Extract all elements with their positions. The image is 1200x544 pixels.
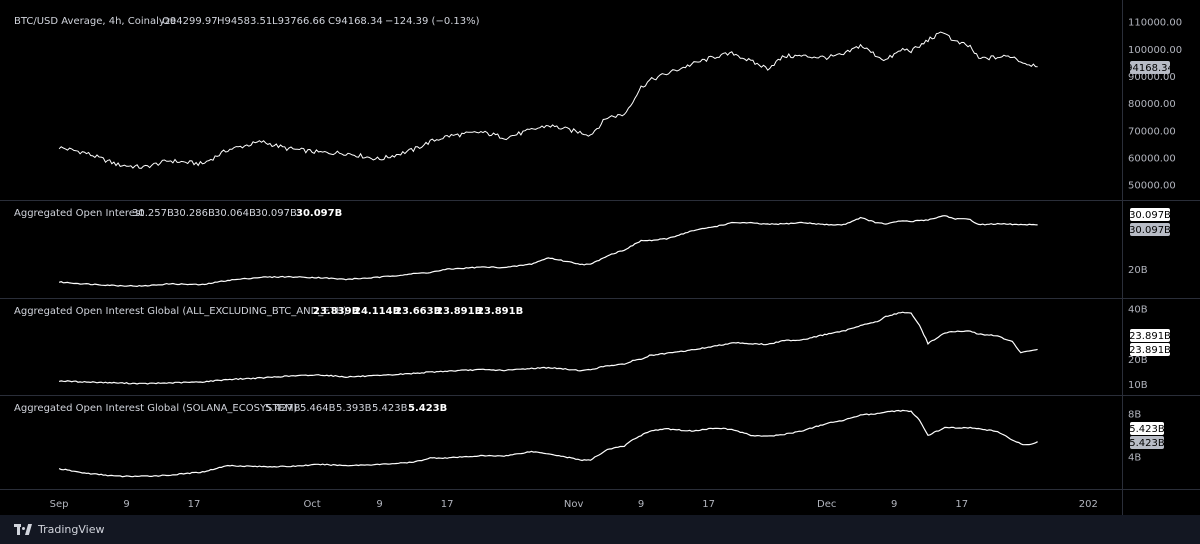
sol-title: Aggregated Open Interest Global (SOLANA_…: [14, 403, 297, 414]
tradingview-logo[interactable]: TradingView: [14, 523, 104, 536]
x-tick-label: 17: [188, 499, 201, 510]
alt-value-1: 23.839B: [313, 306, 359, 317]
svg-text:23.891B: 23.891B: [1129, 331, 1171, 342]
sol-value-4: 5.423B: [372, 403, 408, 414]
alt-value-5: 23.891B: [477, 306, 523, 317]
svg-text:30.097B: 30.097B: [1129, 210, 1171, 221]
y-tick-label: 100000.00: [1128, 45, 1182, 56]
y-tick-label: 90000.00: [1128, 72, 1176, 83]
svg-text:5.423B: 5.423B: [1129, 424, 1165, 435]
plot-layer: [58, 31, 1038, 478]
price-low: L93766.66: [272, 16, 325, 27]
x-tick-label: 17: [955, 499, 968, 510]
y-tick-label: 20B: [1128, 265, 1148, 276]
price-change: −124.39 (−0.13%): [385, 16, 480, 27]
y-axis-layer: 110000.00 100000.00 90000.00 80000.00 70000.…: [1128, 18, 1182, 464]
price-last-value-tag: 94168.34: [1126, 61, 1174, 74]
x-tick-label: 17: [441, 499, 454, 510]
chart-area[interactable]: BTC/USD Average, 4h, Coinalyze O94299.97…: [0, 0, 1200, 515]
tradingview-logo-icon: [14, 524, 32, 535]
y-tick-label: 60000.00: [1128, 154, 1176, 165]
svg-text:5.423B: 5.423B: [1129, 438, 1165, 449]
alt-value-4: 23.891B: [436, 306, 482, 317]
sol-value-3: 5.393B: [336, 403, 372, 414]
price-high: H94583.51: [217, 16, 272, 27]
y-tick-label: 40B: [1128, 305, 1148, 316]
x-tick-label: 9: [891, 499, 897, 510]
svg-text:94168.34: 94168.34: [1126, 63, 1174, 74]
x-tick-label: 9: [638, 499, 644, 510]
x-tick-label: Nov: [564, 499, 584, 510]
x-tick-label: 9: [376, 499, 382, 510]
series-line-2: [58, 311, 1038, 385]
series-line-1: [58, 215, 1038, 288]
price-close: C94168.34: [328, 16, 383, 27]
x-tick-label: Sep: [50, 499, 69, 510]
alt-value-3: 23.663B: [395, 306, 441, 317]
y-tick-label: 50000.00: [1128, 181, 1176, 192]
alt-value-2: 24.114B: [354, 306, 400, 317]
x-tick-label: Oct: [303, 499, 320, 510]
pane-sol-legend: Aggregated Open Interest Global (SOLANA_…: [14, 403, 447, 414]
oi-value-2: 30.286B: [173, 208, 215, 219]
pane-price-legend: BTC/USD Average, 4h, Coinalyze O94299.97…: [14, 16, 480, 27]
pane-oi-legend: Aggregated Open Interest 30.257B 30.286B…: [14, 208, 342, 219]
y-tick-label: 4B: [1128, 452, 1141, 463]
alt-last-value-tags: 23.891B 23.891B: [1129, 329, 1171, 356]
y-tick-label: 8B: [1128, 409, 1141, 420]
oi-value-3: 30.064B: [214, 208, 256, 219]
oi-title: Aggregated Open Interest: [14, 208, 144, 219]
alt-title: Aggregated Open Interest Global (ALL_EXC…: [14, 306, 347, 317]
pane-alt-legend: Aggregated Open Interest Global (ALL_EXC…: [14, 306, 523, 317]
y-tick-label: 80000.00: [1128, 99, 1176, 110]
x-tick-label: 17: [702, 499, 715, 510]
y-tick-label: 70000.00: [1128, 126, 1176, 137]
footer-bar: TradingView: [0, 515, 1200, 544]
x-tick-label: 202: [1079, 499, 1098, 510]
price-title: BTC/USD Average, 4h, Coinalyze: [14, 16, 176, 27]
pane-separators: [0, 0, 1200, 515]
svg-text:30.097B: 30.097B: [1129, 225, 1171, 236]
price-open: O94299.97: [162, 16, 218, 27]
y-tick-label: 110000.00: [1128, 18, 1182, 29]
x-axis-layer: Sep 9 17 Oct 9 17 Nov 9 17 Dec 9 17 202: [50, 499, 1098, 510]
oi-value-4: 30.097B: [255, 208, 297, 219]
series-line-0: [58, 31, 1038, 169]
y-tick-label: 20B: [1128, 355, 1148, 366]
sol-value-5: 5.423B: [408, 403, 447, 414]
svg-text:23.891B: 23.891B: [1129, 345, 1171, 356]
x-tick-label: Dec: [817, 499, 836, 510]
sol-value-2: 5.464B: [300, 403, 336, 414]
x-tick-label: 9: [123, 499, 129, 510]
oi-value-5: 30.097B: [296, 208, 342, 219]
sol-value-1: 5.427B: [265, 403, 301, 414]
tradingview-brand: TradingView: [38, 523, 105, 536]
y-tick-label: 10B: [1128, 380, 1148, 391]
oi-last-value-tags: 30.097B 30.097B: [1129, 208, 1171, 236]
sol-last-value-tags: 5.423B 5.423B: [1129, 422, 1165, 449]
oi-value-1: 30.257B: [132, 208, 174, 219]
series-line-3: [58, 409, 1038, 478]
